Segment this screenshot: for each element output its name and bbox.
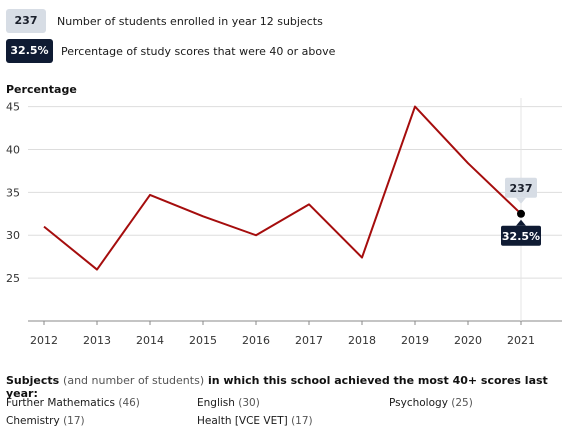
subject-count: (30) <box>238 397 260 409</box>
legend-percentage: 32.5% Percentage of study scores that we… <box>6 39 335 63</box>
percentage-legend-text: Percentage of study scores that were 40 … <box>61 44 336 58</box>
subjects-heading-rest: in which this school achieved the most 4… <box>6 374 548 400</box>
enrolled-legend-text: Number of students enrolled in year 12 s… <box>57 14 323 28</box>
subjects-heading-bold: Subjects <box>6 374 60 387</box>
count-tooltip-label: 237 <box>510 182 533 195</box>
x-axis: 2012 2013 2014 2015 2016 2017 2018 2019 2020 2021 <box>28 320 562 347</box>
x-tick-label: 2019 <box>401 334 429 347</box>
highlight-group: 237 32.5% <box>501 98 541 321</box>
x-tick-label: 2012 <box>30 334 58 347</box>
series-line-group <box>43 105 522 271</box>
x-tick-label: 2020 <box>454 334 482 347</box>
x-tick-label: 2014 <box>136 334 164 347</box>
y-axis-label: Percentage <box>6 83 77 96</box>
y-tick-label: 25 <box>6 272 20 285</box>
subject-item: Health [VCE VET] (17) <box>197 415 313 427</box>
y-tick-label: 30 <box>6 229 20 242</box>
subject-count: (17) <box>291 415 313 427</box>
percentage-tooltip <box>501 225 541 246</box>
subjects-heading-paren: (and number of students) <box>63 374 205 387</box>
enrolled-count-badge: 237 <box>6 9 46 33</box>
subject-item: Chemistry (17) <box>6 415 85 427</box>
subject-count: (25) <box>451 397 473 409</box>
x-tick-label: 2013 <box>83 334 111 347</box>
y-gridlines <box>28 106 562 279</box>
series-line <box>43 105 522 271</box>
subject-name: English <box>197 397 235 409</box>
x-tick-label: 2017 <box>295 334 323 347</box>
x-tick-label: 2021 <box>507 334 535 347</box>
subjects-heading: Subjects (and number of students) in whi… <box>6 374 565 400</box>
subject-count: (46) <box>118 397 140 409</box>
percentage-tooltip-label: 32.5% <box>502 230 540 243</box>
subject-item: Further Mathematics (46) <box>6 397 140 409</box>
x-tick-label: 2016 <box>242 334 270 347</box>
x-tick-label: 2015 <box>189 334 217 347</box>
legend-enrolled: 237 Number of students enrolled in year … <box>6 9 323 33</box>
percentage-tooltip-pointer <box>516 219 526 226</box>
subject-item: English (30) <box>197 397 260 409</box>
percentage-badge: 32.5% <box>6 39 53 63</box>
y-tick-label: 45 <box>6 101 20 114</box>
y-tick-labels: 25 30 35 40 45 <box>6 101 20 286</box>
subject-item: Psychology (25) <box>389 397 473 409</box>
y-tick-label: 35 <box>6 186 20 199</box>
x-tick-label: 2018 <box>348 334 376 347</box>
highlight-point <box>517 209 525 218</box>
y-tick-label: 40 <box>6 143 20 156</box>
subject-count: (17) <box>63 415 85 427</box>
subject-name: Further Mathematics <box>6 397 115 409</box>
subject-name: Psychology <box>389 397 448 409</box>
subject-name: Health [VCE VET] <box>197 415 288 427</box>
count-tooltip <box>505 177 537 198</box>
subject-name: Chemistry <box>6 415 60 427</box>
count-tooltip-pointer <box>516 197 526 204</box>
